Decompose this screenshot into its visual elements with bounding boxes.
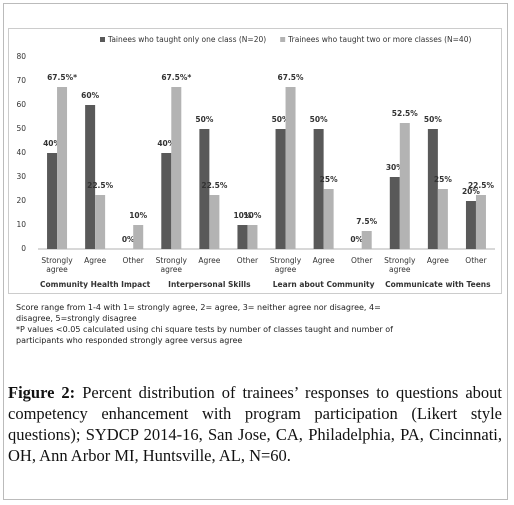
legend-label: Trainees who taught two or more classes … bbox=[287, 35, 471, 44]
bar bbox=[161, 153, 172, 249]
x-tick-label: Other bbox=[122, 256, 144, 265]
value-label: 40% bbox=[157, 139, 175, 148]
value-label: 40% bbox=[43, 139, 61, 148]
x-tick-label: Agree bbox=[198, 256, 221, 265]
value-label: 0% bbox=[350, 235, 363, 244]
group-label: Interpersonal Skills bbox=[168, 280, 251, 289]
value-label: 25% bbox=[434, 175, 452, 184]
note: Score range from 1-4 with 1= strongly ag… bbox=[16, 303, 381, 323]
bar bbox=[313, 129, 324, 249]
bar bbox=[247, 225, 258, 249]
value-label: 67.5%* bbox=[161, 73, 191, 82]
x-tick-label: Other bbox=[351, 256, 373, 265]
value-label: 10% bbox=[243, 211, 261, 220]
bar bbox=[199, 129, 210, 249]
value-label: 50% bbox=[272, 115, 290, 124]
bar bbox=[171, 87, 182, 249]
caption-text: Percent distribution of trainees’ respon… bbox=[8, 383, 503, 465]
bar bbox=[399, 123, 410, 249]
y-tick-label: 80 bbox=[16, 52, 26, 61]
y-tick-label: 30 bbox=[16, 172, 26, 181]
chart: 0 10 20 30 40 50 60 70 80 Tainees who taught only… bbox=[16, 35, 495, 253]
legend-label: Tainees who taught only one class (N=20) bbox=[107, 35, 266, 44]
bar bbox=[57, 87, 68, 249]
x-tick-label: Strongly agree bbox=[155, 256, 187, 274]
x-tick-label: Agree bbox=[84, 256, 107, 265]
bar bbox=[133, 225, 144, 249]
bar bbox=[323, 189, 334, 249]
value-label: 67.5%* bbox=[47, 73, 77, 82]
bar bbox=[475, 195, 486, 249]
value-label: 67.5% bbox=[278, 73, 305, 82]
y-tick-label: 10 bbox=[16, 220, 26, 229]
bar bbox=[275, 129, 286, 249]
value-label: 60% bbox=[81, 91, 99, 100]
value-label: 10% bbox=[233, 211, 251, 220]
group-label: Learn about Community bbox=[272, 280, 375, 289]
y-tick-label: 50 bbox=[16, 124, 26, 133]
x-tick-label: Agree bbox=[312, 256, 335, 265]
value-label: 50% bbox=[424, 115, 442, 124]
value-label: 50% bbox=[195, 115, 213, 124]
bar bbox=[361, 231, 372, 249]
x-tick-label: Other bbox=[465, 256, 487, 265]
value-label: 25% bbox=[320, 175, 338, 184]
x-tick-label: Strongly agree bbox=[41, 256, 73, 274]
value-label: 22.5% bbox=[201, 181, 228, 190]
legend-swatch bbox=[100, 37, 105, 42]
note: *P values <0.05 calculated using chi squ… bbox=[16, 325, 393, 345]
caption-label: Figure 2: bbox=[8, 383, 76, 402]
group-label: Community Health Impact bbox=[40, 280, 151, 289]
chart-box bbox=[8, 28, 502, 294]
y-tick-label: 20 bbox=[16, 196, 26, 205]
bar bbox=[437, 189, 448, 249]
value-label: 22.5% bbox=[468, 181, 495, 190]
bar bbox=[95, 195, 106, 249]
caption: Figure 2: Percent distribution of traine… bbox=[8, 382, 502, 466]
value-label: 0% bbox=[122, 235, 135, 244]
y-tick-label: 0 bbox=[21, 244, 26, 253]
x-tick-label: Other bbox=[236, 256, 259, 265]
y-tick-label: 40 bbox=[16, 148, 26, 157]
y-tick-label: 70 bbox=[16, 76, 26, 85]
notes: Score range from 1-4 with 1= strongly ag… bbox=[16, 302, 416, 346]
bar bbox=[285, 87, 296, 249]
figure-frame bbox=[3, 3, 508, 500]
x-tick-label: Agree bbox=[426, 256, 449, 265]
bar bbox=[237, 225, 248, 249]
bar bbox=[427, 129, 438, 249]
bar bbox=[47, 153, 58, 249]
value-label: 20% bbox=[462, 187, 480, 196]
value-label: 22.5% bbox=[87, 181, 114, 190]
bar bbox=[465, 201, 476, 249]
bar bbox=[209, 195, 220, 249]
value-label: 10% bbox=[129, 211, 147, 220]
legend-swatch bbox=[280, 37, 286, 42]
x-tick-label: Strongly agree bbox=[269, 256, 302, 274]
value-label: 7.5% bbox=[356, 217, 377, 226]
x-tick-label: Strongly agree bbox=[384, 256, 416, 274]
value-label: 50% bbox=[310, 115, 328, 124]
group-label: Communicate with Teens bbox=[385, 280, 491, 289]
bar bbox=[389, 177, 400, 249]
value-label: 30% bbox=[386, 163, 404, 172]
value-label: 52.5% bbox=[392, 109, 419, 118]
bar bbox=[85, 105, 96, 249]
y-tick-label: 60 bbox=[16, 100, 26, 109]
